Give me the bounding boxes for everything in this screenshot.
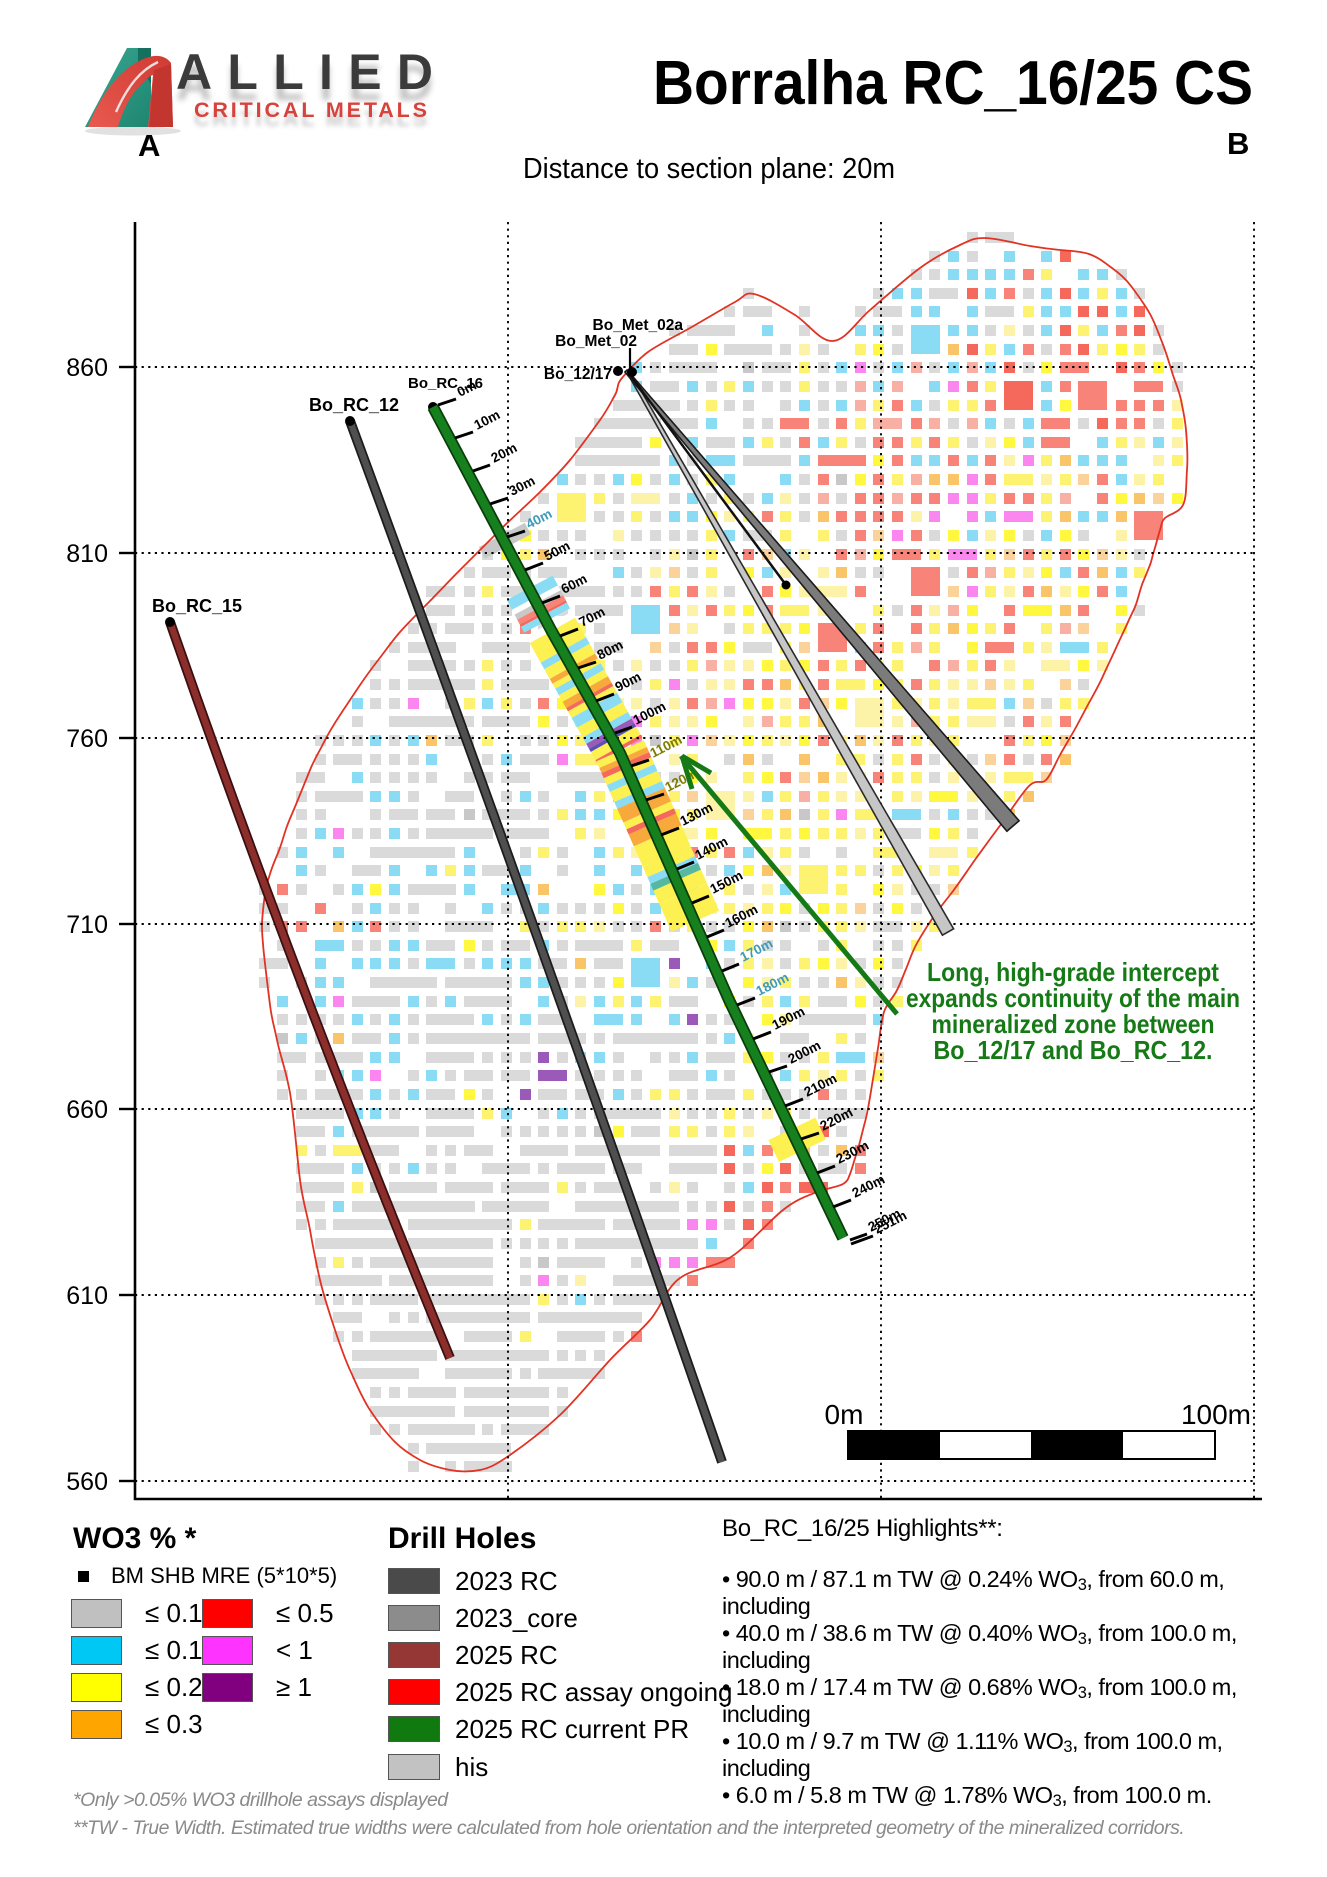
svg-text:130m: 130m xyxy=(678,800,716,829)
svg-text:30m: 30m xyxy=(507,473,538,499)
svg-text:100m: 100m xyxy=(1181,1399,1251,1430)
svg-text:Bo_12/17: Bo_12/17 xyxy=(544,366,612,383)
svg-text:190m: 190m xyxy=(770,1004,808,1033)
svg-text:0m: 0m xyxy=(825,1399,864,1430)
svg-text:760: 760 xyxy=(66,725,108,753)
svg-text:710: 710 xyxy=(66,911,108,939)
svg-text:CRITICAL METALS: CRITICAL METALS xyxy=(194,98,427,122)
svg-text:10m: 10m xyxy=(472,407,503,433)
svg-text:Long, high-grade intercept: Long, high-grade intercept xyxy=(927,957,1219,987)
svg-text:Bo_12/17 and Bo_RC_12.: Bo_12/17 and Bo_RC_12. xyxy=(934,1035,1213,1065)
svg-text:610: 610 xyxy=(66,1282,108,1310)
svg-text:80m: 80m xyxy=(595,637,626,663)
svg-text:560: 560 xyxy=(66,1468,108,1496)
svg-text:expands continuity of the main: expands continuity of the main xyxy=(906,983,1240,1013)
svg-text:Bo_RC_15: Bo_RC_15 xyxy=(152,596,242,616)
svg-text:230m: 230m xyxy=(834,1138,872,1167)
svg-text:660: 660 xyxy=(66,1096,108,1124)
svg-text:40m: 40m xyxy=(524,506,555,532)
svg-text:Bo_RC_16: Bo_RC_16 xyxy=(408,375,483,392)
svg-text:50m: 50m xyxy=(542,538,573,564)
svg-text:180m: 180m xyxy=(754,970,792,999)
svg-text:Bo_RC_12: Bo_RC_12 xyxy=(309,395,399,415)
svg-text:Bo_Met_02a: Bo_Met_02a xyxy=(593,317,684,334)
svg-text:20m: 20m xyxy=(489,440,520,466)
svg-text:Borralha RC_16/25 CS: Borralha RC_16/25 CS xyxy=(653,49,1253,118)
svg-text:Distance to section plane: 20m: Distance to section plane: 20m xyxy=(523,153,895,185)
svg-text:860: 860 xyxy=(66,354,108,382)
svg-text:mineralized zone between: mineralized zone between xyxy=(932,1009,1215,1039)
svg-text:810: 810 xyxy=(66,540,108,568)
svg-text:240m: 240m xyxy=(850,1172,888,1201)
svg-text:90m: 90m xyxy=(613,669,644,695)
svg-text:Bo_Met_02: Bo_Met_02 xyxy=(555,333,637,350)
